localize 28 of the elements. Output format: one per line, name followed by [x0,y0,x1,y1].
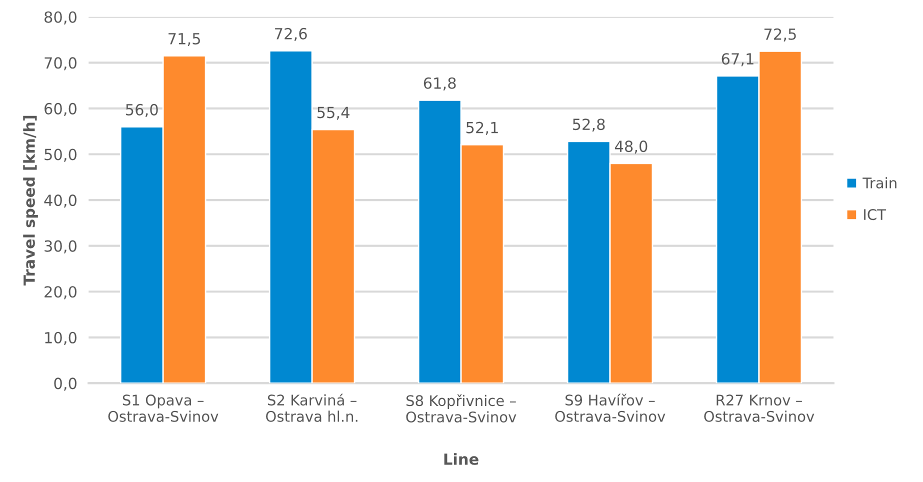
x-tick-label: S8 Kopřivnice – Ostrava-Svinov [406,394,516,423]
data-label: 72,5 [764,28,796,42]
y-tick-label: 20,0 [44,286,76,300]
data-label: 61,8 [424,77,456,90]
x-tick-label: R27 Krnov – Ostrava-Svinov [704,394,814,422]
y-tick-label: 10,0 [45,332,76,345]
y-tick-label: 50,0 [44,148,76,162]
legend-label: Train [862,177,896,188]
x-tick-label: S9 Havířov – Ostrava-Svinov [555,394,666,422]
data-label: 67,1 [722,53,754,66]
y-tick-label: 0,0 [54,378,76,391]
data-label: 72,6 [275,28,307,42]
x-axis-title: Line [444,453,478,465]
y-axis-title: Travel speed [km/h] [23,116,38,286]
y-tick-label: 40,0 [44,194,76,208]
legend-label: ICT [864,209,886,220]
data-label: 55,4 [317,106,350,120]
data-label: 71,5 [168,33,200,46]
data-label: 48,0 [614,140,648,154]
x-tick-label: S2 Karviná – Ostrava hl.n. [266,394,358,422]
x-tick-label: S1 Opava – Ostrava-Svinov [108,394,218,422]
y-tick-label: 30,0 [44,240,76,254]
y-tick-label: 80,0 [44,11,76,24]
data-label: 52,8 [572,118,605,132]
y-tick-label: 60,0 [44,102,76,116]
y-tick-label: 70,0 [44,57,76,70]
data-label: 56,0 [126,104,158,118]
data-label: 52,1 [466,122,498,135]
